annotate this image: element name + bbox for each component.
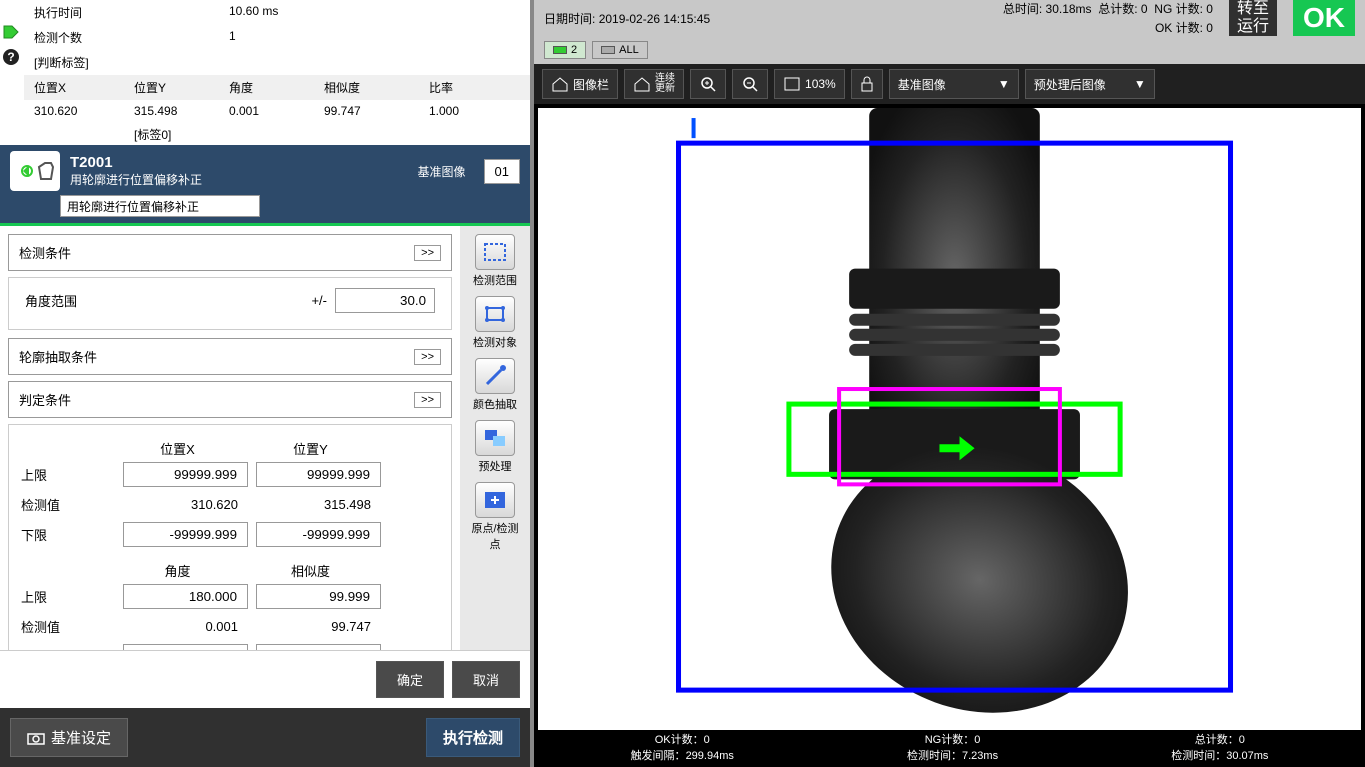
y-lower-input[interactable] [256, 522, 381, 547]
results-row: [标签0] [24, 122, 530, 145]
s-upper-input[interactable] [256, 584, 381, 609]
expand-button[interactable]: >> [414, 245, 441, 261]
angle-range-input[interactable] [335, 288, 435, 313]
image-toolbar: 图像栏 连续 更新 103% 基准图像▼ 预处理后图像▼ [534, 64, 1365, 104]
x-detect-value: 310.620 [123, 493, 248, 516]
s-detect-value: 99.747 [256, 615, 381, 638]
angle-prefix: +/- [133, 293, 327, 308]
tool-origin-point[interactable]: 原点/检测点 [465, 480, 525, 554]
home-icon [551, 76, 569, 92]
fit-icon [783, 76, 801, 92]
zoom-out-icon [741, 75, 759, 93]
y-upper-input[interactable] [256, 462, 381, 487]
results-row: 执行时间10.60 ms [24, 0, 530, 25]
ref-image-num[interactable]: 01 [484, 159, 520, 184]
tool-name-input[interactable] [60, 195, 260, 217]
col-angle-header: 角度 [115, 557, 240, 584]
ok-button[interactable]: 确定 [376, 661, 444, 698]
x-upper-input[interactable] [123, 462, 248, 487]
tool-icon [10, 151, 60, 191]
results-row: 位置X位置Y角度相似度比率 [24, 75, 530, 100]
goto-run-button[interactable]: 转至 运行 [1229, 0, 1277, 40]
channel-2-button[interactable]: 2 [544, 41, 586, 59]
expand-button[interactable]: >> [414, 349, 441, 365]
channel-bar: 2 ALL [534, 36, 1365, 64]
section-contour-title: 轮廓抽取条件 [19, 347, 97, 366]
tool-preprocess[interactable]: 预处理 [465, 418, 525, 476]
lower-label: 下限 [15, 525, 115, 544]
svg-text:?: ? [7, 50, 14, 64]
datetime-value: 2019-02-26 14:15:45 [599, 12, 710, 26]
base-setting-button[interactable]: 基准设定 [10, 718, 128, 757]
refresh-icon [633, 76, 651, 92]
section-detection-header[interactable]: 检测条件 >> [8, 234, 452, 271]
imagebar-button[interactable]: 图像栏 [542, 69, 618, 99]
ok-status-badge: OK [1293, 0, 1355, 36]
zoom-in-icon [699, 75, 717, 93]
results-row: [判断标签] [24, 50, 530, 75]
upper-label: 上限 [15, 587, 115, 606]
image-view[interactable] [538, 108, 1361, 723]
image-canvas [538, 108, 1361, 730]
col-sim-header: 相似度 [248, 557, 373, 584]
datetime-label: 日期时间: [544, 12, 595, 26]
led-icon [601, 46, 615, 54]
status-bar: 日期时间: 2019-02-26 14:15:45 总时间: 30.18ms 总… [534, 0, 1365, 36]
section-contour-header[interactable]: 轮廓抽取条件 >> [8, 338, 452, 375]
results-row: 310.620315.4980.00199.7471.000 [24, 100, 530, 122]
detect-label: 检测值 [15, 617, 115, 636]
footer-stats: OK计数：0 触发间隔：299.94ms NG计数：0 检测时间：7.23ms … [534, 727, 1365, 767]
angle-range-label: 角度范围 [25, 291, 125, 310]
tool-detection-target[interactable]: 检测对象 [465, 294, 525, 352]
ref-image-label: 基准图像 [418, 163, 466, 180]
dropdown-icon: ▼ [1134, 77, 1146, 91]
detect-label: 检测值 [15, 495, 115, 514]
camera-icon [27, 731, 45, 745]
preprocess-icon [475, 420, 515, 456]
a-detect-value: 0.001 [123, 615, 248, 638]
tool-header: T2001 用轮廓进行位置偏移补正 基准图像 01 [0, 145, 530, 197]
tool-color-extract[interactable]: 颜色抽取 [465, 356, 525, 414]
continuous-update-button[interactable]: 连续 更新 [624, 69, 684, 99]
tool-id: T2001 [70, 154, 408, 171]
expand-button[interactable]: >> [414, 392, 441, 408]
a-upper-input[interactable] [123, 584, 248, 609]
tool-detection-range[interactable]: 检测范围 [465, 232, 525, 290]
section-detection-title: 检测条件 [19, 243, 71, 262]
results-row: 检测个数1 [24, 25, 530, 50]
lock-button[interactable] [851, 69, 883, 99]
eyedropper-icon [475, 358, 515, 394]
zoom-fit-button[interactable]: 103% [774, 69, 845, 99]
lock-icon [860, 76, 874, 92]
section-judge-title: 判定条件 [19, 390, 71, 409]
col-x-header: 位置X [115, 435, 240, 462]
channel-all-button[interactable]: ALL [592, 41, 648, 59]
section-judge-header[interactable]: 判定条件 >> [8, 381, 452, 418]
range-icon [475, 234, 515, 270]
zoom-in-button[interactable] [690, 69, 726, 99]
upper-label: 上限 [15, 465, 115, 484]
dropdown-icon: ▼ [998, 77, 1010, 91]
help-icon[interactable]: ? [0, 46, 22, 68]
x-lower-input[interactable] [123, 522, 248, 547]
tag-icon[interactable] [0, 22, 22, 44]
run-detection-button[interactable]: 执行检测 [426, 718, 520, 757]
led-icon [553, 46, 567, 54]
col-y-header: 位置Y [248, 435, 373, 462]
tool-title: 用轮廓进行位置偏移补正 [70, 171, 408, 188]
preproc-image-select[interactable]: 预处理后图像▼ [1025, 69, 1155, 99]
cancel-button[interactable]: 取消 [452, 661, 520, 698]
target-icon [475, 296, 515, 332]
origin-icon [475, 482, 515, 518]
results-table: ? 执行时间10.60 ms检测个数1[判断标签]位置X位置Y角度相似度比率31… [0, 0, 530, 145]
y-detect-value: 315.498 [256, 493, 381, 516]
base-image-select[interactable]: 基准图像▼ [889, 69, 1019, 99]
zoom-out-button[interactable] [732, 69, 768, 99]
